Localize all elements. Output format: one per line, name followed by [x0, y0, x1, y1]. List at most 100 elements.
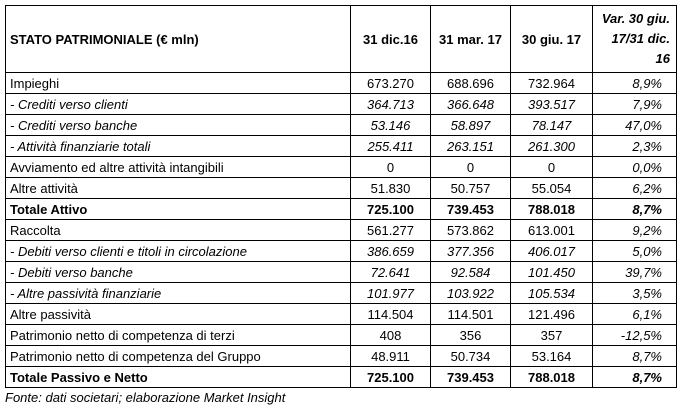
row-label: Totale Passivo e Netto — [5, 366, 351, 388]
cell-value: 386.659 — [350, 240, 431, 262]
header-row: STATO PATRIMONIALE (€ mln) 31 dic.16 31 … — [5, 5, 677, 73]
cell-value: 613.001 — [510, 219, 593, 241]
cell-value: 101.450 — [510, 261, 593, 283]
table-row: Impieghi 673.270 688.696 732.964 8,9% — [5, 72, 677, 94]
table-row: Patrimonio netto di competenza di terzi 4… — [5, 324, 677, 346]
cell-value: 788.018 — [510, 366, 593, 388]
cell-value: 0 — [430, 156, 511, 178]
balance-sheet-table: STATO PATRIMONIALE (€ mln) 31 dic.16 31 … — [5, 5, 677, 388]
cell-value: 53.146 — [350, 114, 431, 136]
cell-value: 9,2% — [592, 219, 677, 241]
cell-value: 573.862 — [430, 219, 511, 241]
cell-value: 47,0% — [592, 114, 677, 136]
cell-value: 114.504 — [350, 303, 431, 325]
row-label: Altre passività — [5, 303, 351, 325]
cell-value: 92.584 — [430, 261, 511, 283]
row-label: Raccolta — [5, 219, 351, 241]
cell-value: 8,9% — [592, 72, 677, 94]
cell-value: 8,7% — [592, 345, 677, 367]
source-note: Fonte: dati societari; elaborazione Mark… — [5, 390, 286, 405]
row-label: - Debiti verso banche — [5, 261, 351, 283]
table-row: - Altre passività finanziarie 101.977 103.… — [5, 282, 677, 304]
cell-value: 673.270 — [350, 72, 431, 94]
cell-value: 78.147 — [510, 114, 593, 136]
row-label: - Altre passività finanziarie — [5, 282, 351, 304]
cell-value: 39,7% — [592, 261, 677, 283]
cell-value: 2,3% — [592, 135, 677, 157]
cell-value: 263.151 — [430, 135, 511, 157]
header-cell: 30 giu. 17 — [510, 5, 593, 73]
table-row: Altre passività 114.504 114.501 121.496 6,1% — [5, 303, 677, 325]
cell-value: 0 — [350, 156, 431, 178]
cell-value: 3,5% — [592, 282, 677, 304]
table-body: Impieghi 673.270 688.696 732.964 8,9% - Credi… — [5, 72, 677, 388]
row-label: Patrimonio netto di competenza del Grupp… — [5, 345, 351, 367]
table-row: Patrimonio netto di competenza del Grupp… — [5, 345, 677, 367]
cell-value: 105.534 — [510, 282, 593, 304]
row-label: Totale Attivo — [5, 198, 351, 220]
row-label: - Crediti verso banche — [5, 114, 351, 136]
table-row: Avviamento ed altre attività intangibili… — [5, 156, 677, 178]
cell-value: 725.100 — [350, 198, 431, 220]
table-container: STATO PATRIMONIALE (€ mln) 31 dic.16 31 … — [5, 5, 677, 388]
cell-value: 53.164 — [510, 345, 593, 367]
cell-value: 5,0% — [592, 240, 677, 262]
cell-value: 356 — [430, 324, 511, 346]
cell-value: 261.300 — [510, 135, 593, 157]
table-row: - Crediti verso banche 53.146 58.897 78.147… — [5, 114, 677, 136]
cell-value: 58.897 — [430, 114, 511, 136]
header-cell: 31 dic.16 — [350, 5, 431, 73]
cell-value: 51.830 — [350, 177, 431, 199]
table-row: Raccolta 561.277 573.862 613.001 9,2% — [5, 219, 677, 241]
cell-value: 561.277 — [350, 219, 431, 241]
cell-value: 0,0% — [592, 156, 677, 178]
table-row: - Crediti verso clienti 364.713 366.648 393… — [5, 93, 677, 115]
row-label: Avviamento ed altre attività intangibili — [5, 156, 351, 178]
header-cell: Var. 30 giu. 17/31 dic. 16 — [592, 5, 677, 73]
cell-value: 688.696 — [430, 72, 511, 94]
cell-value: 377.356 — [430, 240, 511, 262]
cell-value: -12,5% — [592, 324, 677, 346]
row-label: Impieghi — [5, 72, 351, 94]
header-cell: 31 mar. 17 — [430, 5, 511, 73]
cell-value: 393.517 — [510, 93, 593, 115]
cell-value: 739.453 — [430, 366, 511, 388]
cell-value: 72.641 — [350, 261, 431, 283]
cell-value: 101.977 — [350, 282, 431, 304]
row-label: Patrimonio netto di competenza di terzi — [5, 324, 351, 346]
cell-value: 408 — [350, 324, 431, 346]
cell-value: 55.054 — [510, 177, 593, 199]
row-label: - Crediti verso clienti — [5, 93, 351, 115]
table-row: Totale Passivo e Netto 725.100 739.453 788.… — [5, 366, 677, 388]
table-row: - Debiti verso clienti e titoli in circo… — [5, 240, 677, 262]
table-row: Altre attività 51.830 50.757 55.054 6,2% — [5, 177, 677, 199]
cell-value: 739.453 — [430, 198, 511, 220]
cell-value: 6,2% — [592, 177, 677, 199]
cell-value: 357 — [510, 324, 593, 346]
cell-value: 50.757 — [430, 177, 511, 199]
cell-value: 103.922 — [430, 282, 511, 304]
table-row: - Attività finanziarie totali 255.411 263.… — [5, 135, 677, 157]
row-label: - Debiti verso clienti e titoli in circo… — [5, 240, 351, 262]
cell-value: 7,9% — [592, 93, 677, 115]
table-row: - Debiti verso banche 72.641 92.584 101.450… — [5, 261, 677, 283]
cell-value: 364.713 — [350, 93, 431, 115]
row-label: Altre attività — [5, 177, 351, 199]
row-label: - Attività finanziarie totali — [5, 135, 351, 157]
table-row: Totale Attivo 725.100 739.453 788.018 8,7% — [5, 198, 677, 220]
cell-value: 8,7% — [592, 198, 677, 220]
cell-value: 6,1% — [592, 303, 677, 325]
cell-value: 788.018 — [510, 198, 593, 220]
cell-value: 48.911 — [350, 345, 431, 367]
cell-value: 0 — [510, 156, 593, 178]
cell-value: 255.411 — [350, 135, 431, 157]
cell-value: 406.017 — [510, 240, 593, 262]
header-cell: STATO PATRIMONIALE (€ mln) — [5, 5, 351, 73]
cell-value: 50.734 — [430, 345, 511, 367]
cell-value: 8,7% — [592, 366, 677, 388]
cell-value: 121.496 — [510, 303, 593, 325]
cell-value: 366.648 — [430, 93, 511, 115]
cell-value: 114.501 — [430, 303, 511, 325]
